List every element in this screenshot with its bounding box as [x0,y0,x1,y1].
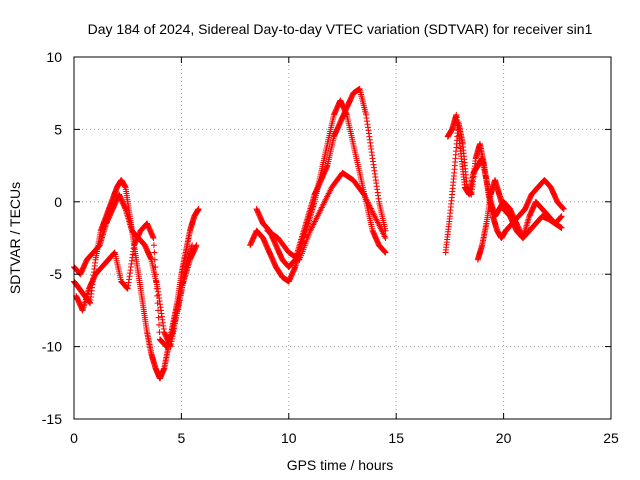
data-series [264,169,389,263]
data-point-interpolated [150,242,157,249]
data-point [560,206,567,213]
data-point-interpolated [155,321,162,328]
y-tick-label: -15 [42,411,62,427]
data-point-interpolated [154,292,161,299]
x-tick-label: 0 [70,430,78,446]
x-tick-label: 20 [496,430,512,446]
data-point [382,235,389,241]
y-tick-label: 5 [54,121,62,137]
data-point-interpolated [153,285,160,292]
data-point-interpolated [152,263,159,270]
data-point-interpolated [153,278,160,285]
y-tick-label: -5 [50,266,63,282]
data-series [73,220,196,350]
y-tick-label: 10 [46,49,62,65]
data-point-interpolated [155,314,162,321]
data-point-interpolated [156,329,163,336]
data-points [71,85,567,382]
data-series [474,177,565,263]
data-series [444,111,565,241]
chart-title: Day 184 of 2024, Sidereal Day-to-day VTE… [88,21,593,37]
x-axis-label: GPS time / hours [287,457,394,473]
y-tick-label: 0 [54,194,62,210]
data-point [150,235,157,241]
data-point [382,249,389,256]
data-point [558,224,565,231]
data-point [189,242,196,249]
y-axis-label: SDTVAR / TECUs [7,182,23,294]
plot-frame [73,56,612,420]
data-point-interpolated [151,249,158,256]
data-point [195,206,202,213]
data-point-interpolated [154,300,161,307]
data-point [558,213,565,220]
x-tick-label: 15 [388,430,404,446]
data-point-interpolated [152,271,159,278]
x-tick-label: 25 [603,430,619,446]
x-tick-label: 10 [281,430,297,446]
data-point-interpolated [151,256,158,263]
x-tick-label: 5 [178,430,186,446]
y-tick-label: -10 [42,339,62,355]
data-point-interpolated [155,307,162,314]
axes: 0 5 10 15 20 25 -15 -10 -5 0 5 10 [42,49,619,446]
